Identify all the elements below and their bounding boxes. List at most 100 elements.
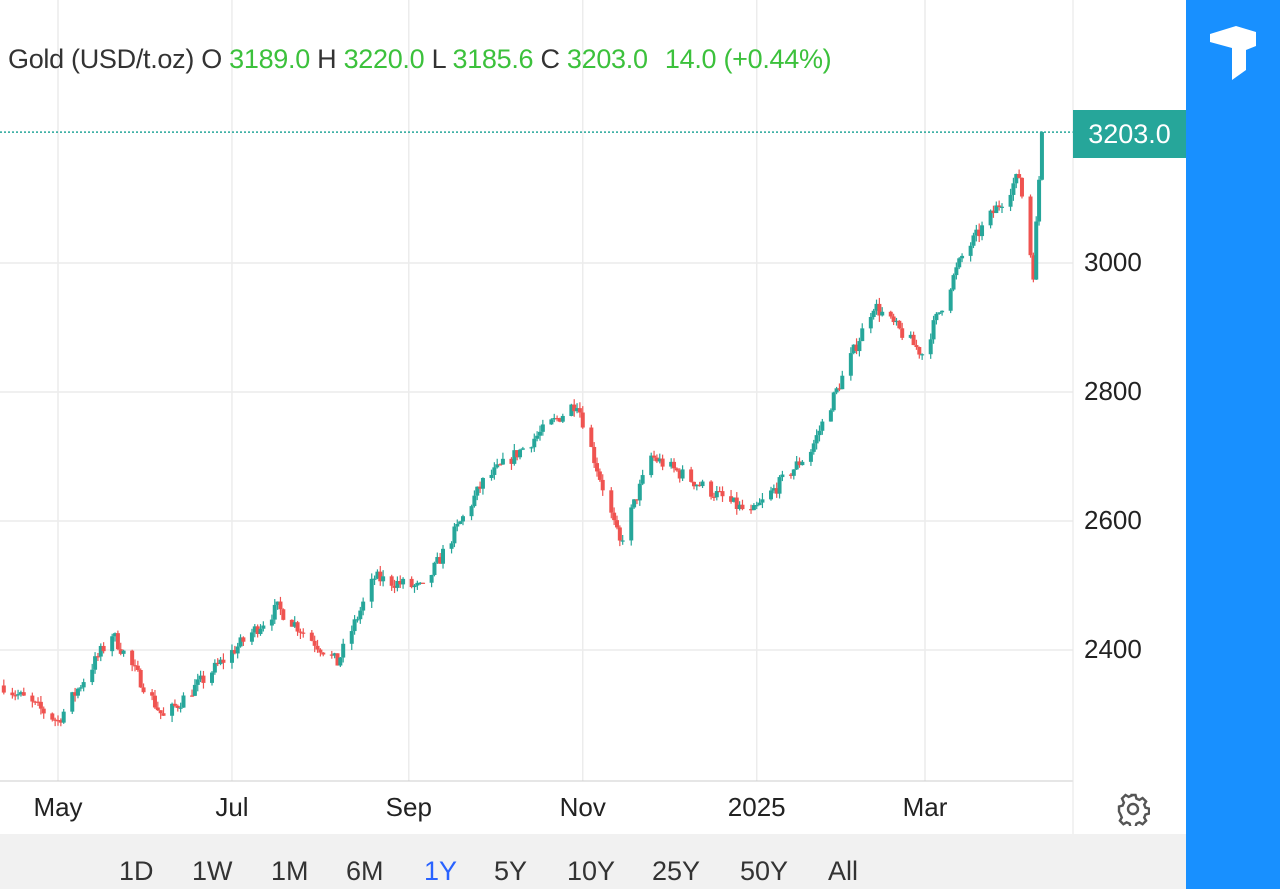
candle-body [115, 633, 120, 650]
candle-body [155, 707, 160, 711]
candle-body [218, 659, 223, 664]
candle-body [768, 490, 773, 500]
candle [768, 486, 773, 501]
candle-body [452, 526, 457, 544]
candle-body [1037, 179, 1042, 222]
range-button-1m[interactable]: 1M [271, 856, 309, 886]
candle-body [994, 205, 999, 214]
candle-body [349, 631, 354, 644]
candle [637, 479, 642, 506]
candle [532, 433, 537, 452]
range-button-1y[interactable]: 1Y [424, 856, 458, 886]
candle [860, 323, 865, 342]
candle-body [152, 695, 157, 708]
candle [617, 525, 622, 547]
candle-body [532, 438, 537, 448]
candle-body [235, 646, 240, 654]
candle-body [158, 710, 163, 714]
candle [401, 577, 406, 589]
candle-body [212, 662, 217, 673]
candle-body [1039, 132, 1044, 180]
candle-body [18, 692, 23, 695]
range-button-6m[interactable]: 6M [346, 856, 384, 886]
candle [974, 224, 979, 242]
candle-body [249, 632, 254, 642]
candle-body [1000, 206, 1005, 208]
candle-body [401, 578, 406, 585]
candle [988, 209, 993, 229]
range-button-all[interactable]: All [828, 856, 859, 886]
candle-body [720, 491, 725, 497]
candle-body [58, 720, 63, 723]
range-button-5y[interactable]: 5Y [494, 856, 528, 886]
candle-body [1014, 174, 1019, 184]
candle [897, 320, 902, 330]
candle [498, 463, 503, 466]
settings-button[interactable] [1116, 792, 1151, 829]
candle [56, 715, 60, 726]
range-button-50y[interactable]: 50Y [740, 856, 789, 886]
candle [572, 399, 577, 417]
candle [352, 615, 357, 635]
candle [475, 486, 480, 501]
candle-body [113, 633, 118, 637]
range-button-25y[interactable]: 25Y [652, 856, 701, 886]
candle [754, 501, 759, 510]
candle-body [341, 643, 346, 658]
chart-canvas[interactable] [0, 0, 1186, 834]
candle [150, 689, 155, 701]
candle [711, 492, 716, 501]
candle-body [971, 235, 976, 246]
candle-body [130, 650, 135, 666]
candle [577, 402, 582, 418]
candle-body [498, 464, 503, 466]
candle [808, 449, 813, 466]
candle [295, 620, 300, 636]
range-button-1w[interactable]: 1W [192, 856, 233, 886]
candle-body [620, 540, 625, 542]
low-label: L [431, 44, 446, 74]
candle-body [298, 631, 303, 633]
candle [868, 313, 873, 334]
candle [917, 346, 922, 359]
candle [192, 679, 197, 697]
candle-body [172, 703, 177, 706]
candle [361, 597, 366, 616]
candle [700, 479, 705, 489]
candle [429, 574, 434, 588]
candle-body [689, 469, 694, 482]
candle-body [880, 311, 885, 316]
candle [170, 702, 175, 723]
candle [458, 520, 463, 525]
candle-body [332, 653, 337, 656]
candle-body [974, 229, 979, 236]
candle [58, 718, 63, 727]
candle-body [295, 622, 300, 632]
candle-body [811, 443, 816, 452]
candle-body [512, 450, 517, 464]
candle [640, 469, 645, 486]
candle-body [957, 258, 962, 268]
candle-body [711, 496, 716, 498]
candle [98, 643, 103, 662]
price-chart[interactable]: Gold (USD/t.oz) O 3189.0 H 3220.0 L 3185… [0, 0, 1186, 889]
candle-body [954, 267, 959, 276]
candle-body [575, 408, 580, 412]
candle-body [674, 468, 679, 471]
candle-body [289, 619, 294, 627]
candle-body [637, 483, 642, 501]
candle-body [560, 415, 565, 422]
candle-body [629, 507, 634, 541]
range-button-1d[interactable]: 1D [119, 856, 154, 886]
candle [218, 656, 223, 666]
candle-body [321, 652, 326, 655]
candle [874, 299, 879, 315]
candle [714, 485, 719, 501]
range-button-10y[interactable]: 10Y [567, 856, 616, 886]
candle-body [1017, 174, 1022, 178]
candle-body [352, 619, 357, 632]
candle-body [192, 684, 197, 696]
candle-body [555, 418, 560, 420]
candle-body [61, 711, 66, 723]
candle-body [56, 720, 60, 722]
